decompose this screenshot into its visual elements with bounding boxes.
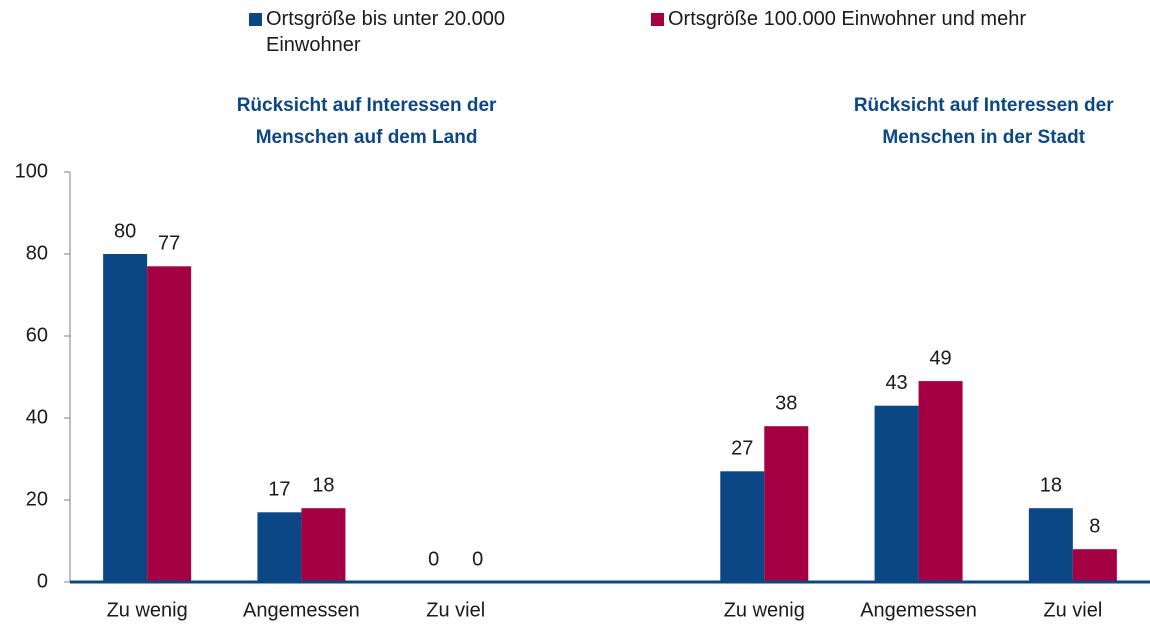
value-label: 17 bbox=[268, 479, 290, 501]
value-label: 38 bbox=[775, 392, 797, 414]
y-tick-label: 100 bbox=[15, 160, 48, 182]
legend-swatch bbox=[249, 13, 262, 26]
x-tick-label: Zu wenig bbox=[107, 599, 188, 621]
x-tick-label: Zu viel bbox=[1043, 599, 1102, 621]
legend-label: Ortsgröße bis unter 20.000 Einwohner bbox=[266, 8, 506, 56]
value-label: 18 bbox=[1040, 474, 1062, 496]
y-tick-label: 80 bbox=[26, 242, 48, 264]
bar bbox=[147, 266, 192, 582]
value-label: 0 bbox=[428, 548, 439, 570]
bar bbox=[1072, 549, 1117, 582]
panel-title: Rücksicht auf Interessen der bbox=[854, 95, 1114, 116]
value-label: 27 bbox=[731, 438, 753, 460]
x-tick-label: Zu viel bbox=[426, 599, 485, 621]
value-label: 43 bbox=[885, 372, 907, 394]
value-label: 18 bbox=[312, 474, 334, 496]
x-tick-label: Angemessen bbox=[860, 599, 977, 621]
y-tick-label: 40 bbox=[26, 406, 48, 428]
legend-label: Ortsgröße 100.000 Einwohner und mehr bbox=[668, 8, 1026, 30]
panel-title: Menschen in der Stadt bbox=[882, 127, 1085, 148]
bar bbox=[103, 254, 148, 582]
bar bbox=[918, 381, 963, 582]
value-label: 80 bbox=[114, 220, 136, 242]
y-tick-label: 60 bbox=[26, 324, 48, 346]
bar bbox=[1028, 508, 1073, 582]
bar bbox=[764, 426, 809, 582]
value-label: 77 bbox=[158, 233, 180, 255]
bar bbox=[301, 508, 346, 582]
x-tick-label: Angemessen bbox=[243, 599, 360, 621]
bar bbox=[257, 512, 302, 582]
legend-item: Ortsgröße 100.000 Einwohner und mehr bbox=[651, 6, 1048, 32]
value-label: 8 bbox=[1089, 515, 1100, 537]
panel-title: Rücksicht auf Interessen der bbox=[237, 95, 497, 116]
value-label: 49 bbox=[929, 347, 951, 369]
legend-item: Ortsgröße bis unter 20.000 Einwohner bbox=[249, 6, 516, 58]
legend-swatch bbox=[651, 13, 664, 26]
panel-title: Menschen auf dem Land bbox=[256, 127, 478, 148]
bar bbox=[720, 471, 765, 582]
y-tick-label: 20 bbox=[26, 488, 48, 510]
bar bbox=[874, 405, 919, 582]
y-tick-label: 0 bbox=[37, 570, 48, 592]
value-label: 0 bbox=[472, 548, 483, 570]
x-tick-label: Zu wenig bbox=[724, 599, 805, 621]
